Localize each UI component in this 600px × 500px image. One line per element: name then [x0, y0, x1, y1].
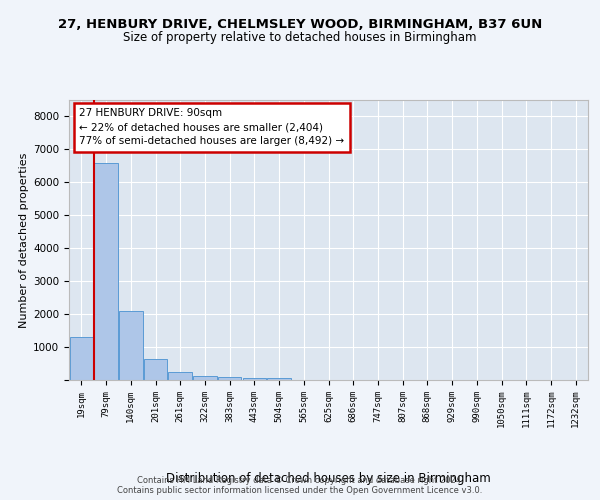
Y-axis label: Number of detached properties: Number of detached properties: [19, 152, 29, 328]
Text: 27, HENBURY DRIVE, CHELMSLEY WOOD, BIRMINGHAM, B37 6UN: 27, HENBURY DRIVE, CHELMSLEY WOOD, BIRMI…: [58, 18, 542, 30]
Bar: [268, 378, 291, 380]
X-axis label: Distribution of detached houses by size in Birmingham: Distribution of detached houses by size …: [166, 472, 491, 485]
Text: Size of property relative to detached houses in Birmingham: Size of property relative to detached ho…: [123, 31, 477, 44]
Bar: [169, 372, 192, 380]
Text: 27 HENBURY DRIVE: 90sqm
← 22% of detached houses are smaller (2,404)
77% of semi: 27 HENBURY DRIVE: 90sqm ← 22% of detache…: [79, 108, 344, 146]
Bar: [193, 376, 217, 380]
Bar: [94, 162, 118, 380]
Bar: [242, 378, 266, 380]
Bar: [119, 312, 143, 380]
Bar: [144, 358, 167, 380]
Text: Contains HM Land Registry data © Crown copyright and database right 2024.: Contains HM Land Registry data © Crown c…: [137, 476, 463, 485]
Bar: [70, 337, 93, 380]
Text: Contains public sector information licensed under the Open Government Licence v3: Contains public sector information licen…: [118, 486, 482, 495]
Bar: [218, 376, 241, 380]
